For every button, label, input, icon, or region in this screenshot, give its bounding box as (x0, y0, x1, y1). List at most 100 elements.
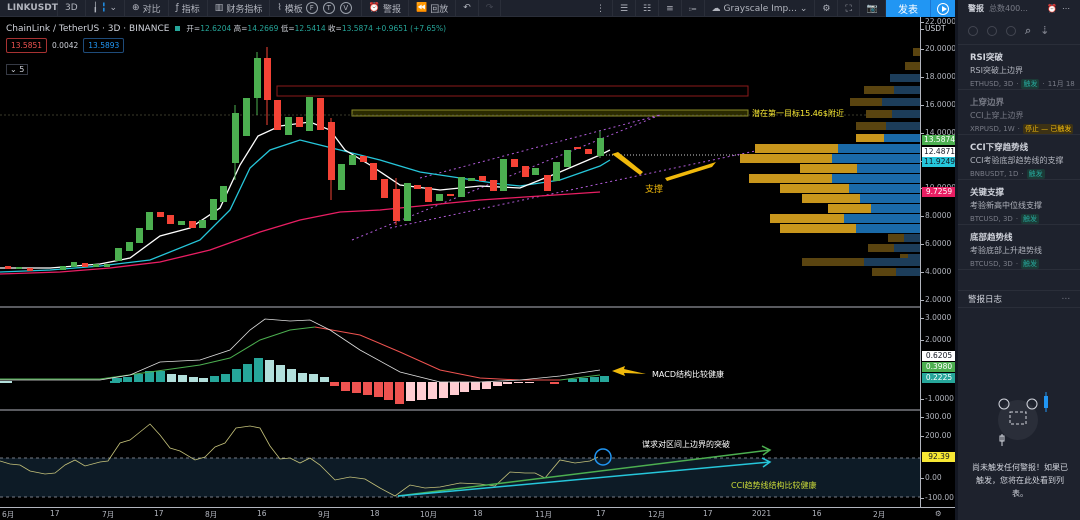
layout-name-dropdown[interactable]: ☁ Grayscale Imp... ⌄ (705, 0, 816, 17)
chart-area[interactable]: ChainLink / TetherUS · 3D · BINANCE 开=12… (0, 17, 920, 507)
rewind-icon: ⏪ (415, 3, 428, 13)
alerts-sidebar: 警报 总数400... ⏰ ⋯ ⌕ ⇣ RSI突破 RSI突破上边界 ETHUS… (955, 0, 1080, 520)
settings-button[interactable]: ⚙ (815, 0, 839, 17)
support-annotation: 支撑 (645, 185, 664, 195)
empty-state-illustration (998, 392, 1048, 446)
currency-label: USDT (921, 24, 946, 33)
sort-icon[interactable]: ⇣ (1040, 24, 1050, 37)
alert-button[interactable]: ⏰ 警报 (362, 0, 409, 17)
candles (5, 47, 604, 271)
delete-button[interactable] (1006, 25, 1016, 36)
layout-name: Grayscale Imp... (723, 3, 797, 14)
alerts-title: 警报 (968, 4, 984, 13)
bar-style-button[interactable]: ╽ ╏ ⌄ (86, 0, 126, 17)
status-badge: 触发 (1021, 79, 1040, 89)
financials-button[interactable]: ▥ 财务指标 (208, 0, 271, 17)
play-icon (937, 2, 949, 15)
price-scale[interactable]: 22.0000 USDT 20.0000 18.0000 16.0000 14.… (920, 17, 956, 507)
ma-white-tag: 12.4871 (922, 147, 956, 157)
bar-icon: ╽ (92, 3, 99, 13)
macd-annotation: MACD结构比较健康 (652, 370, 724, 379)
layout-1-button[interactable]: ☰ (613, 0, 637, 17)
play-button[interactable] (930, 0, 955, 17)
ma-cyan-tag: 11.9249 (922, 157, 956, 167)
sliders-icon: ☷ (643, 3, 652, 14)
symbol-label: LINKUSDT (7, 3, 58, 13)
status-badge: 停止 — 已触发 (1022, 124, 1074, 134)
screenshot-button[interactable]: 📷 (860, 0, 886, 17)
alarm-icon: ⏰ (368, 3, 380, 13)
redo-icon: ↷ (485, 3, 494, 13)
macd-tag: 0.6205 (922, 351, 956, 361)
templates-label: 模板 (284, 4, 303, 15)
spread-value: 0.0042 (52, 41, 79, 50)
fx-icon: ƒ (175, 3, 179, 13)
layout-4-button[interactable]: ⩴ (682, 0, 705, 17)
alert-label: 警报 (382, 4, 401, 15)
search-icon[interactable]: ⌕ (1025, 23, 1032, 37)
fullscreen-icon: ⛶ (845, 3, 852, 14)
target-annotation: 潜在第一目标15.46$附近 (752, 109, 844, 118)
gear-icon: ⚙ (822, 3, 831, 14)
chart-canvas (0, 47, 920, 498)
fullscreen-button[interactable]: ⛶ (838, 0, 860, 17)
alert-item[interactable]: RSI突破 RSI突破上边界 ETHUSD, 3D · 触发 · 11月 18 (958, 45, 1080, 90)
layout-3-button[interactable]: ≡ (659, 0, 682, 17)
indicators-collapse-button[interactable]: ⌄ 5 (6, 64, 29, 75)
compare-button[interactable]: ⊕ 对比 (125, 0, 169, 17)
interval-button[interactable]: 3D (58, 0, 86, 17)
undo-button[interactable]: ↶ (456, 0, 479, 17)
template-icon: ⌇ (277, 3, 282, 13)
breakout-circle (594, 448, 612, 466)
alerts-header: 警报 总数400... ⏰ ⋯ (958, 0, 1080, 17)
cci-trend-annotation: CCI趋势线结构比较健康 (731, 481, 817, 490)
plus-circle-icon: ⊕ (132, 3, 140, 13)
alert-item[interactable]: 底部趋势线 考验底部上升趋势线 BTCUSD, 3D · 触发 (958, 225, 1080, 270)
sell-button[interactable]: 13.5851 (6, 38, 48, 53)
chevron-down-icon: ⌄ (799, 3, 808, 14)
layout-2-button[interactable]: ☷ (636, 0, 660, 17)
market-status-icon (175, 26, 181, 31)
replay-button[interactable]: ⏪ 回放 (409, 0, 457, 17)
financial-f-button[interactable]: F (305, 2, 318, 14)
alert-item[interactable]: 关键支撑 考验新高中位线支撑 BTCUSD, 3D · 触发 (958, 180, 1080, 225)
support-arrow-right (665, 162, 716, 181)
buy-button[interactable]: 13.5893 (83, 38, 125, 53)
financials-label: 财务指标 (226, 4, 263, 15)
compare-label: 对比 (142, 4, 161, 15)
add-alert-icon[interactable]: ⏰ (1047, 4, 1057, 13)
alert-log-header: 警报日志 ⋯ (958, 290, 1080, 308)
time-axis[interactable]: 6月 17 7月 17 8月 16 9月 18 10月 18 11月 17 12… (0, 507, 955, 520)
drag-handle[interactable]: ⋮ (589, 0, 613, 17)
alerts-count: 总数400... (989, 4, 1028, 13)
alert-item[interactable]: 上穿边界 CCI上穿上边界 XRPUSD, 1W · 停止 — 已触发 (958, 90, 1080, 135)
volume-profile (740, 48, 920, 276)
more-icon[interactable]: ⋯ (1061, 294, 1071, 304)
financial-t-button[interactable]: T (322, 2, 335, 14)
indicators-button[interactable]: ƒ 指标 (169, 0, 208, 17)
empty-log-message: 尚未触发任何警报！如果已触发，您将在此处看到列表。 (972, 463, 1068, 498)
sliders-icon: ☰ (619, 3, 629, 14)
alert-item[interactable]: CCI下穿趋势线 CCI考验底部趋势线的支撑 BNBUSDT, 1D · 触发 (958, 135, 1080, 180)
axis-settings-icon[interactable]: ⚙ (935, 509, 942, 518)
camera-icon: 📷 (866, 3, 878, 14)
pause-all-button[interactable] (987, 25, 997, 36)
cci-tag: 92.39 (922, 452, 956, 462)
lines-icon: ≡ (666, 3, 674, 14)
financial-v-button[interactable]: V (339, 2, 352, 14)
replay-label: 回放 (430, 4, 449, 15)
alert-log-title: 警报日志 (968, 295, 1003, 305)
signal-tag: 0.3980 (922, 362, 956, 372)
ma-pink-tag: 9.7259 (922, 187, 956, 197)
redo-button[interactable]: ↷ (479, 0, 502, 17)
publish-button[interactable]: 发表 (886, 0, 930, 17)
symbol-search[interactable]: LINKUSDT (0, 0, 58, 17)
candles-icon: ╏ (101, 3, 107, 13)
chart-legend: ChainLink / TetherUS · 3D · BINANCE 开=12… (6, 23, 446, 34)
more-icon[interactable]: ⋯ (1062, 4, 1070, 13)
chart-layers-icon: ⩴ (688, 3, 697, 14)
bar-chart-icon: ▥ (214, 3, 224, 13)
play-all-button[interactable] (968, 25, 978, 36)
